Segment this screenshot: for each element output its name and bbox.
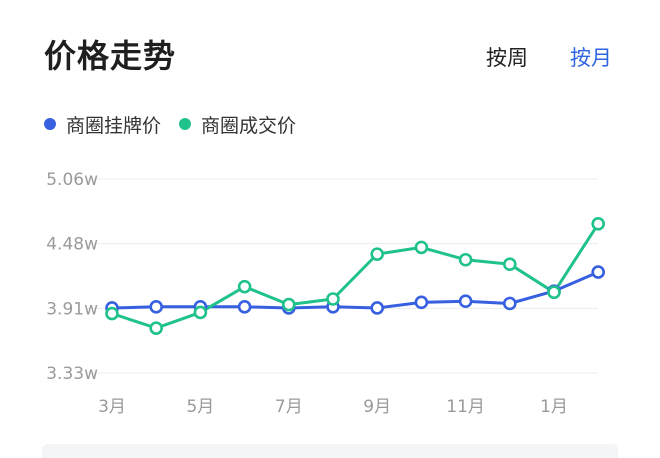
legend-item-deal: 商圈成交价 bbox=[179, 111, 296, 138]
y-tick-label: 4.48w bbox=[46, 235, 98, 255]
series-line-listing bbox=[110, 270, 600, 310]
y-tick-label: 5.06w bbox=[46, 170, 98, 190]
bottom-card-edge bbox=[42, 444, 618, 458]
x-tick-label: 7月 bbox=[275, 397, 303, 417]
legend-item-listing: 商圈挂牌价 bbox=[44, 111, 161, 138]
data-point-listing bbox=[149, 300, 163, 314]
data-point-deal bbox=[105, 306, 119, 321]
data-point-deal bbox=[326, 292, 340, 306]
x-tick-label: 11月 bbox=[446, 397, 485, 417]
data-point-deal bbox=[281, 297, 296, 312]
x-tick-label: 5月 bbox=[186, 397, 214, 417]
data-point-deal bbox=[237, 279, 252, 294]
y-tick-label: 3.33w bbox=[46, 364, 98, 384]
x-tick-label: 1月 bbox=[540, 397, 568, 417]
toggle-by-week[interactable]: 按周 bbox=[486, 46, 528, 70]
data-point-listing bbox=[414, 295, 429, 310]
page-title: 价格走势 bbox=[44, 37, 177, 75]
data-point-listing bbox=[591, 265, 606, 279]
data-point-deal bbox=[458, 252, 473, 267]
legend-dot-listing bbox=[44, 118, 56, 130]
data-point-listing bbox=[237, 300, 252, 314]
toggle-by-month[interactable]: 按月 bbox=[570, 46, 612, 70]
legend-label-deal: 商圈成交价 bbox=[201, 114, 297, 137]
data-point-deal bbox=[414, 240, 429, 255]
data-point-deal bbox=[591, 217, 606, 231]
data-point-listing bbox=[370, 301, 385, 315]
data-point-deal bbox=[149, 321, 163, 335]
series-line-deal bbox=[110, 222, 600, 330]
legend-label-listing: 商圈挂牌价 bbox=[66, 114, 162, 137]
data-point-deal bbox=[502, 257, 517, 272]
data-point-listing bbox=[502, 296, 517, 311]
x-tick-label: 3月 bbox=[98, 397, 126, 417]
legend-dot-deal bbox=[179, 118, 192, 130]
chart-legend: 商圈挂牌价 商圈成交价 bbox=[44, 110, 314, 138]
data-point-deal bbox=[193, 305, 208, 320]
price-trend-header: 价格走势 按周 按月 bbox=[0, 0, 660, 110]
data-point-listing bbox=[458, 294, 473, 309]
data-point-deal bbox=[547, 285, 561, 300]
y-tick-label: 3.91w bbox=[46, 299, 98, 319]
data-point-deal bbox=[370, 247, 385, 261]
x-tick-label: 9月 bbox=[363, 397, 391, 417]
